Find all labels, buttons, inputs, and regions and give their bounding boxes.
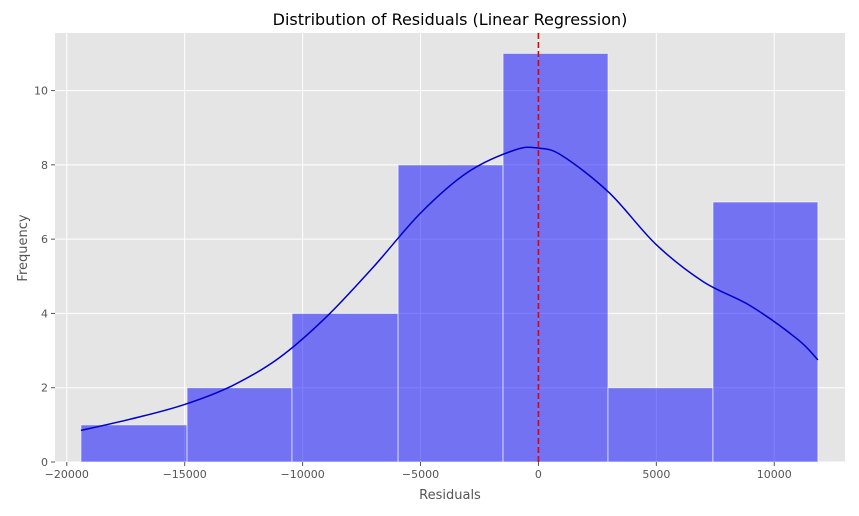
y-axis-label: Frequency (16, 214, 31, 281)
histogram-bar-3 (397, 164, 504, 463)
y-axis-ticks: 0 2 4 6 8 10 (34, 85, 55, 469)
histogram-bar-4 (502, 52, 609, 463)
x-tick-label-4: 0 (535, 468, 542, 481)
kde-curve (80, 146, 819, 432)
y-tick-label-3: 6 (41, 233, 48, 246)
histogram-bar-5 (607, 387, 714, 463)
y-tick-label-4: 8 (41, 159, 48, 172)
x-tick-label-3: −5000 (402, 468, 439, 481)
y-tick-label-2: 4 (41, 307, 48, 320)
x-tick-label-2: −10000 (281, 468, 325, 481)
kde-curve-layer (80, 146, 819, 432)
histogram-bar-6 (712, 201, 819, 463)
y-tick-label-1: 2 (41, 382, 48, 395)
x-axis-label: Residuals (419, 488, 481, 503)
x-tick-label-1: −15000 (163, 468, 207, 481)
y-tick-label-5: 10 (34, 85, 48, 98)
histogram-bar-1 (186, 387, 293, 463)
x-axis-ticks: −20000 −15000 −10000 −5000 0 5000 10000 (45, 462, 792, 481)
y-tick-label-0: 0 (41, 456, 48, 469)
chart-title: Distribution of Residuals (Linear Regres… (273, 10, 628, 29)
histogram-bars (80, 52, 819, 463)
x-tick-label-6: 10000 (757, 468, 792, 481)
x-tick-label-0: −20000 (45, 468, 89, 481)
x-tick-label-5: 5000 (642, 468, 670, 481)
histogram-bar-2 (291, 312, 399, 463)
histogram-bar-0 (80, 424, 188, 463)
